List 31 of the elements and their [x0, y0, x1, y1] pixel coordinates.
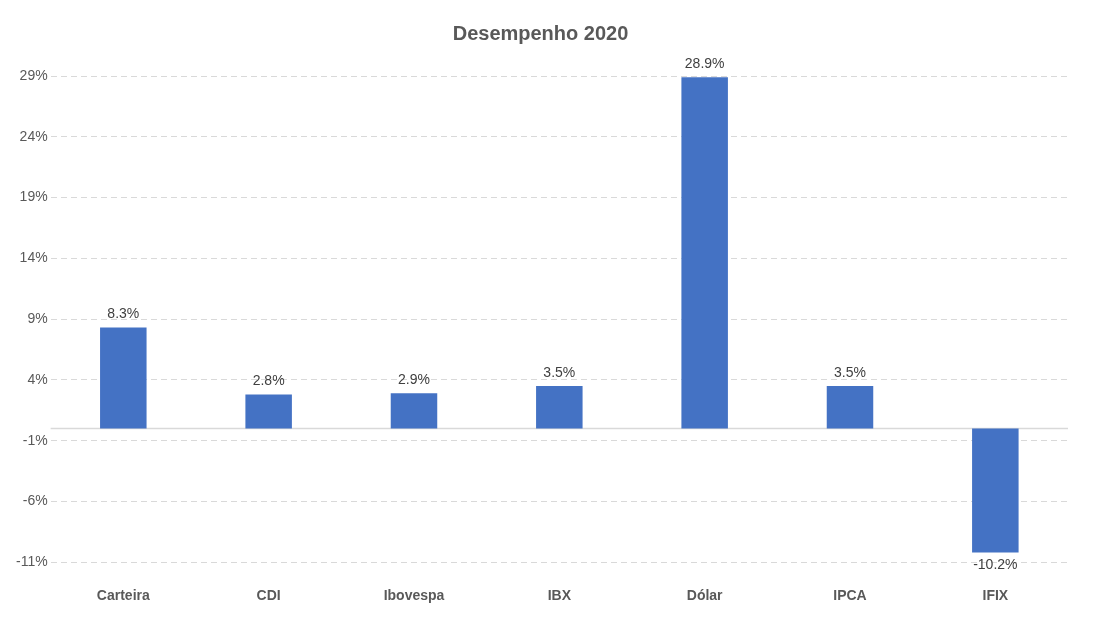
y-tick-label: 19% [19, 188, 48, 205]
y-tick-label: 14% [19, 249, 48, 266]
x-tick-label: CDI [256, 587, 281, 604]
x-tick-label: IFIX [982, 587, 1009, 604]
data-label: -10.2% [973, 556, 1018, 573]
bar [681, 77, 728, 429]
y-tick-label: 24% [19, 127, 48, 144]
chart-title: Desempenho 2020 [452, 21, 629, 44]
x-tick-label: IPCA [833, 587, 867, 604]
y-tick-label: -1% [22, 431, 48, 448]
bar [100, 327, 147, 429]
bar [972, 428, 1019, 553]
x-tick-label: IBX [547, 587, 572, 604]
bar [390, 393, 438, 429]
y-tick-label: -6% [22, 492, 48, 509]
x-tick-label: Ibovespa [383, 587, 445, 604]
bar [826, 385, 874, 429]
x-tick-label: Carteira [96, 587, 150, 604]
data-label: 28.9% [684, 55, 725, 72]
data-label: 3.5% [543, 363, 576, 380]
data-label: 3.5% [834, 363, 866, 380]
y-tick-label: 9% [27, 309, 48, 326]
data-label: 2.8% [252, 372, 285, 389]
y-tick-label: -11% [15, 553, 48, 570]
y-tick-label: 29% [19, 66, 48, 83]
bar [245, 394, 292, 429]
y-tick-label: 4% [27, 370, 48, 387]
data-label: 8.3% [107, 305, 140, 322]
data-label: 2.9% [398, 371, 430, 388]
bar [536, 385, 583, 429]
x-tick-label: Dólar [686, 587, 724, 604]
